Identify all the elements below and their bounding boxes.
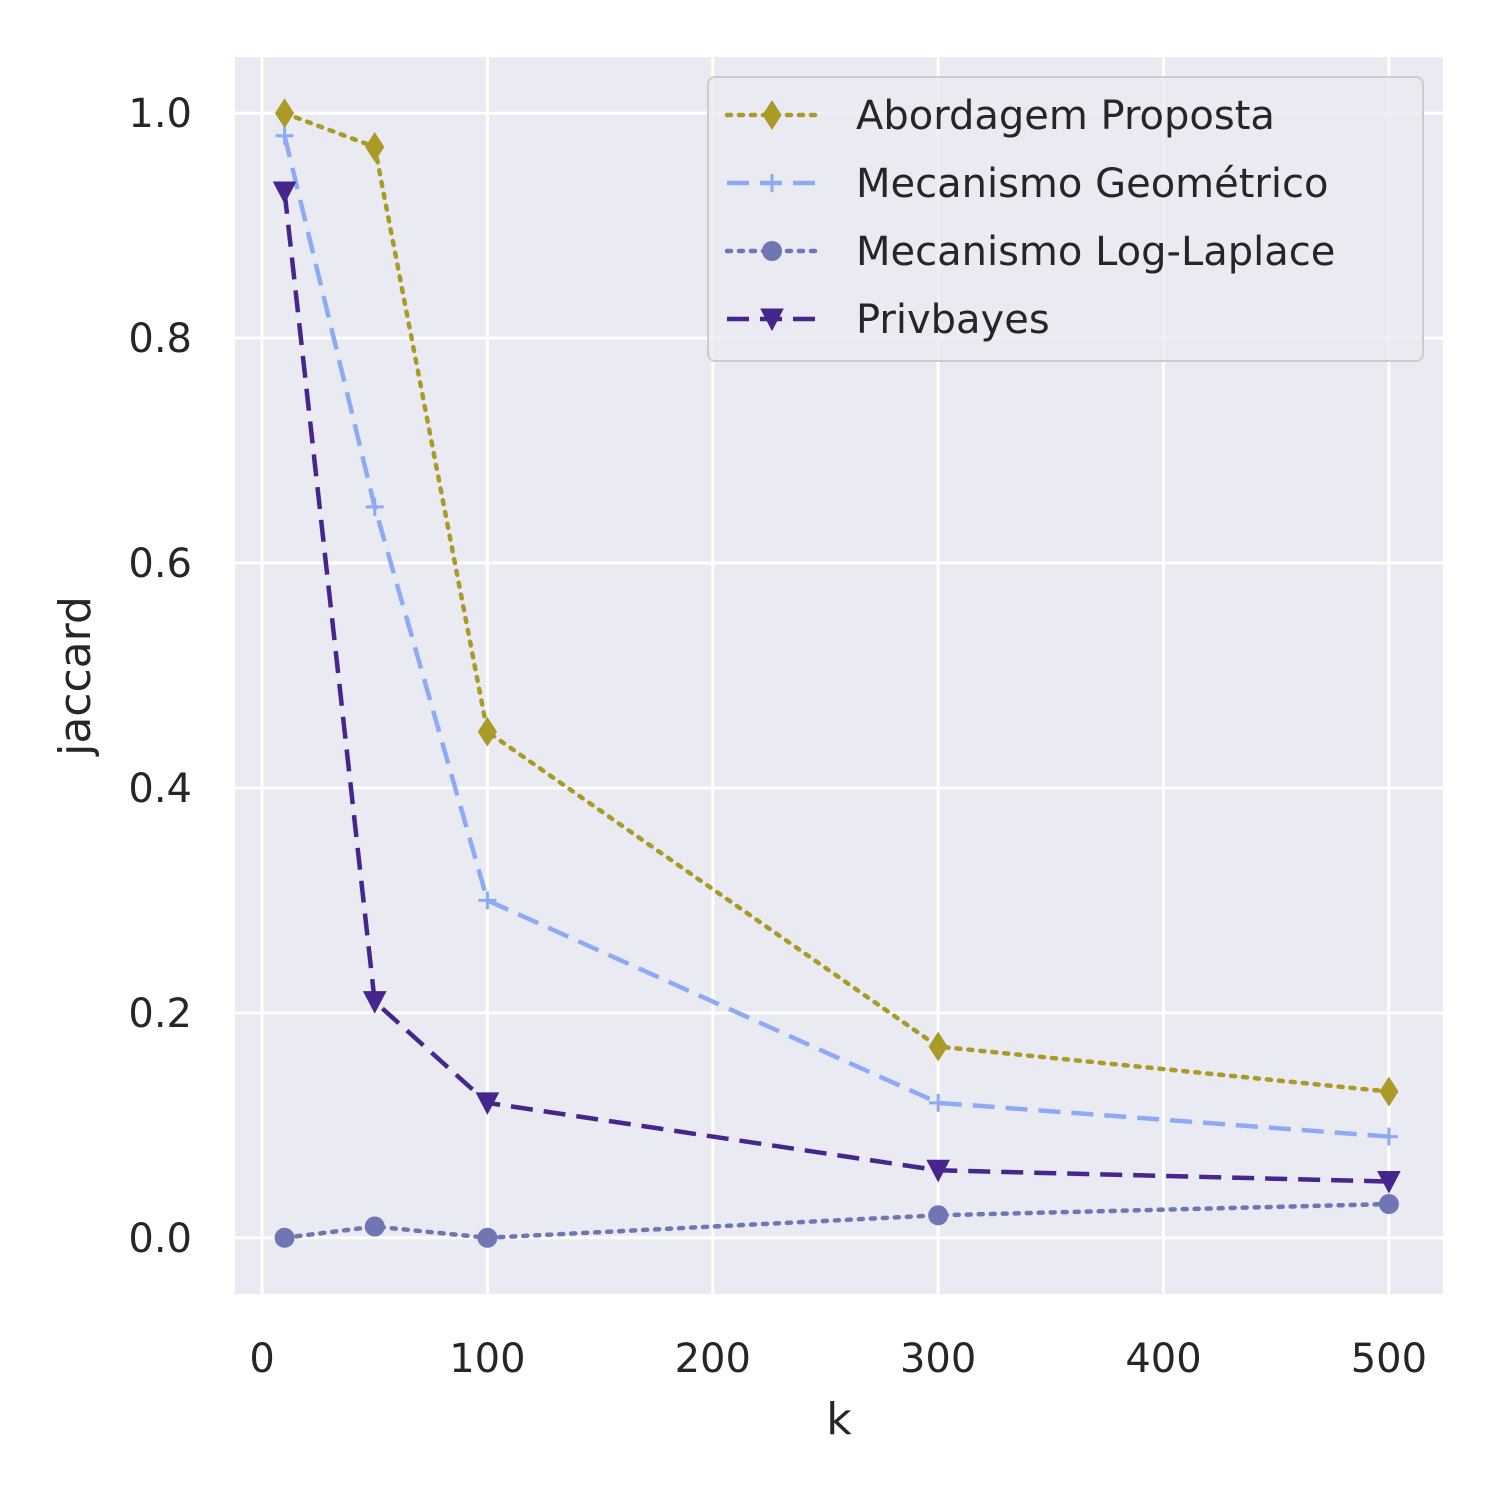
legend-item: Privbayes <box>727 297 1050 343</box>
data-point <box>1377 1171 1401 1194</box>
data-point <box>478 891 497 910</box>
y-axis-label: jaccard <box>50 596 101 757</box>
y-tick-label: 0.2 <box>128 991 192 1037</box>
x-tick-label: 400 <box>1125 1336 1201 1382</box>
data-point <box>1379 1076 1399 1107</box>
legend: Abordagem Proposta Mecanismo Geométrico Me… <box>707 76 1424 362</box>
y-tick-label: 0.0 <box>128 1216 192 1262</box>
legend-label: Abordagem Proposta <box>856 93 1275 139</box>
data-point <box>928 1205 949 1226</box>
legend-frame <box>707 76 1424 362</box>
data-point <box>274 1227 295 1248</box>
legend-item: Mecanismo Geométrico <box>727 161 1328 207</box>
data-point <box>926 1159 950 1183</box>
x-tick-label: 100 <box>449 1336 525 1382</box>
series-2 <box>275 126 1398 1146</box>
series-1 <box>274 98 1399 1107</box>
legend-marker <box>760 308 784 332</box>
x-tick-label: 500 <box>1351 1336 1427 1382</box>
series-layer <box>272 98 1401 1248</box>
series-line <box>282 110 1392 1094</box>
data-point <box>477 716 498 747</box>
legend-marker <box>763 174 781 192</box>
legend-item: Abordagem Proposta <box>724 93 1275 139</box>
data-point <box>1379 1127 1398 1146</box>
legend-item: Mecanismo Log-Laplace <box>724 229 1335 275</box>
data-point <box>928 1031 948 1062</box>
data-point <box>1378 1194 1399 1215</box>
legend-label: Mecanismo Geométrico <box>856 161 1328 207</box>
y-tick-label: 0.4 <box>128 766 192 812</box>
y-tick-label: 0.6 <box>128 541 192 587</box>
y-tick-label: 1.0 <box>128 91 192 137</box>
data-point <box>364 1216 385 1237</box>
data-point <box>477 1227 498 1248</box>
data-point <box>365 132 385 162</box>
x-tick-label: 300 <box>900 1336 976 1382</box>
data-point <box>475 1092 500 1115</box>
data-point <box>275 126 294 145</box>
x-tick-label: 0 <box>249 1336 274 1382</box>
legend-label: Mecanismo Log-Laplace <box>856 229 1335 275</box>
legend-marker <box>762 241 782 261</box>
series-line <box>282 135 1390 1139</box>
x-axis-label: k <box>826 1394 852 1445</box>
series-3 <box>274 1194 1399 1248</box>
legend-label: Privbayes <box>856 297 1050 343</box>
data-point <box>929 1093 948 1112</box>
tick-labels: 0 100 200 300 400 500 0.0 0.2 0.4 0.6 0.8 1.0 <box>128 91 1427 1382</box>
data-point <box>272 181 297 205</box>
series-4 <box>272 181 1401 1194</box>
legend-marker <box>762 100 782 130</box>
data-point <box>365 497 384 516</box>
data-point <box>362 991 387 1014</box>
y-tick-label: 0.8 <box>128 316 192 362</box>
x-tick-label: 200 <box>675 1336 751 1382</box>
